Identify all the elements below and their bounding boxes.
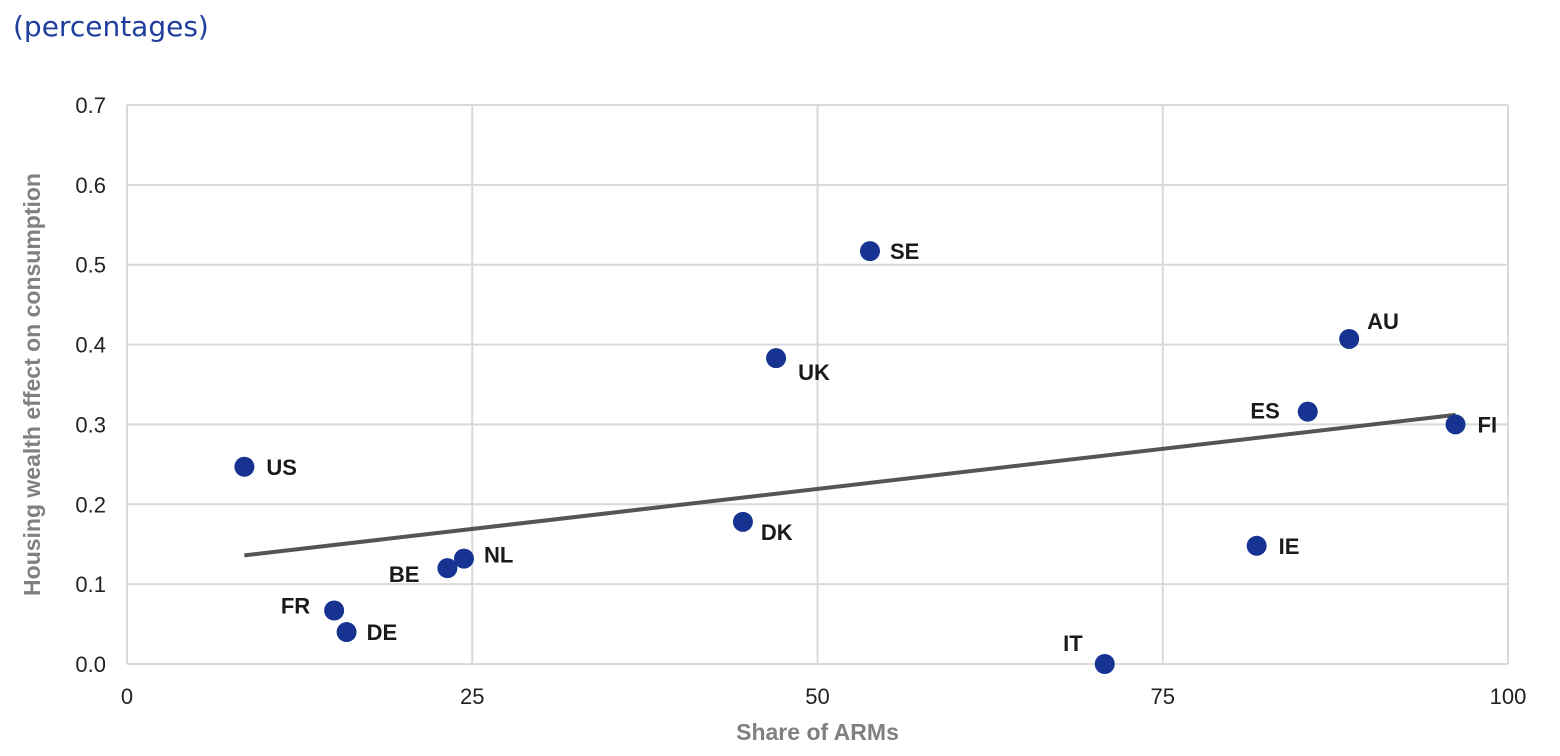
data-label-se: SE bbox=[890, 239, 919, 264]
data-points bbox=[234, 241, 1466, 674]
data-label-au: AU bbox=[1367, 309, 1399, 334]
data-label-nl: NL bbox=[484, 543, 513, 568]
y-tick-label: 0.4 bbox=[75, 333, 106, 358]
data-label-it: IT bbox=[1063, 631, 1083, 656]
y-tick-label: 0.7 bbox=[75, 93, 106, 118]
data-point-de bbox=[336, 622, 357, 643]
trend-line bbox=[244, 412, 1456, 558]
x-tick-label: 100 bbox=[1490, 684, 1527, 709]
x-tick-label: 50 bbox=[805, 684, 829, 709]
data-point-be bbox=[437, 558, 458, 579]
data-label-es: ES bbox=[1250, 399, 1279, 424]
y-tick-label: 0.6 bbox=[75, 173, 106, 198]
x-tick-label: 75 bbox=[1151, 684, 1175, 709]
data-label-dk: DK bbox=[761, 520, 793, 545]
data-point-dk bbox=[732, 511, 753, 532]
data-label-be: BE bbox=[389, 562, 420, 587]
x-tick-label: 0 bbox=[121, 684, 133, 709]
data-point-fi bbox=[1445, 414, 1466, 435]
data-point-es bbox=[1297, 401, 1318, 422]
data-point-nl bbox=[453, 548, 474, 569]
y-tick-label: 0.3 bbox=[75, 412, 106, 437]
y-tick-label: 0.5 bbox=[75, 253, 106, 278]
data-point-us bbox=[234, 456, 255, 477]
data-label-ie: IE bbox=[1279, 534, 1300, 559]
chart-subtitle: (percentages) bbox=[13, 10, 209, 43]
data-label-fi: FI bbox=[1478, 412, 1498, 437]
y-tick-label: 0.2 bbox=[75, 492, 106, 517]
data-point-au bbox=[1339, 328, 1360, 349]
y-axis-tick-labels: 0.0 0.1 0.2 0.3 0.4 0.5 0.6 0.7 bbox=[75, 93, 106, 677]
y-tick-label: 0.1 bbox=[75, 572, 106, 597]
data-point-labels: US FR DE BE NL DK UK SE IT IE ES AU FI bbox=[266, 239, 1497, 656]
data-label-de: DE bbox=[367, 620, 398, 645]
data-label-uk: UK bbox=[798, 360, 830, 385]
data-point-ie bbox=[1246, 535, 1267, 556]
data-point-uk bbox=[766, 348, 787, 369]
x-tick-label: 25 bbox=[460, 684, 484, 709]
x-axis-title: Share of ARMs bbox=[736, 719, 899, 745]
x-axis-tick-labels: 0 25 50 75 100 bbox=[121, 684, 1526, 709]
data-point-it bbox=[1094, 654, 1115, 674]
grid-lines bbox=[126, 104, 1509, 665]
data-point-se bbox=[859, 241, 880, 262]
y-tick-label: 0.0 bbox=[75, 652, 106, 677]
data-label-us: US bbox=[266, 455, 297, 480]
y-axis-title: Housing wealth effect on consumption bbox=[19, 173, 45, 596]
data-label-fr: FR bbox=[281, 593, 310, 618]
data-point-fr bbox=[324, 600, 345, 621]
